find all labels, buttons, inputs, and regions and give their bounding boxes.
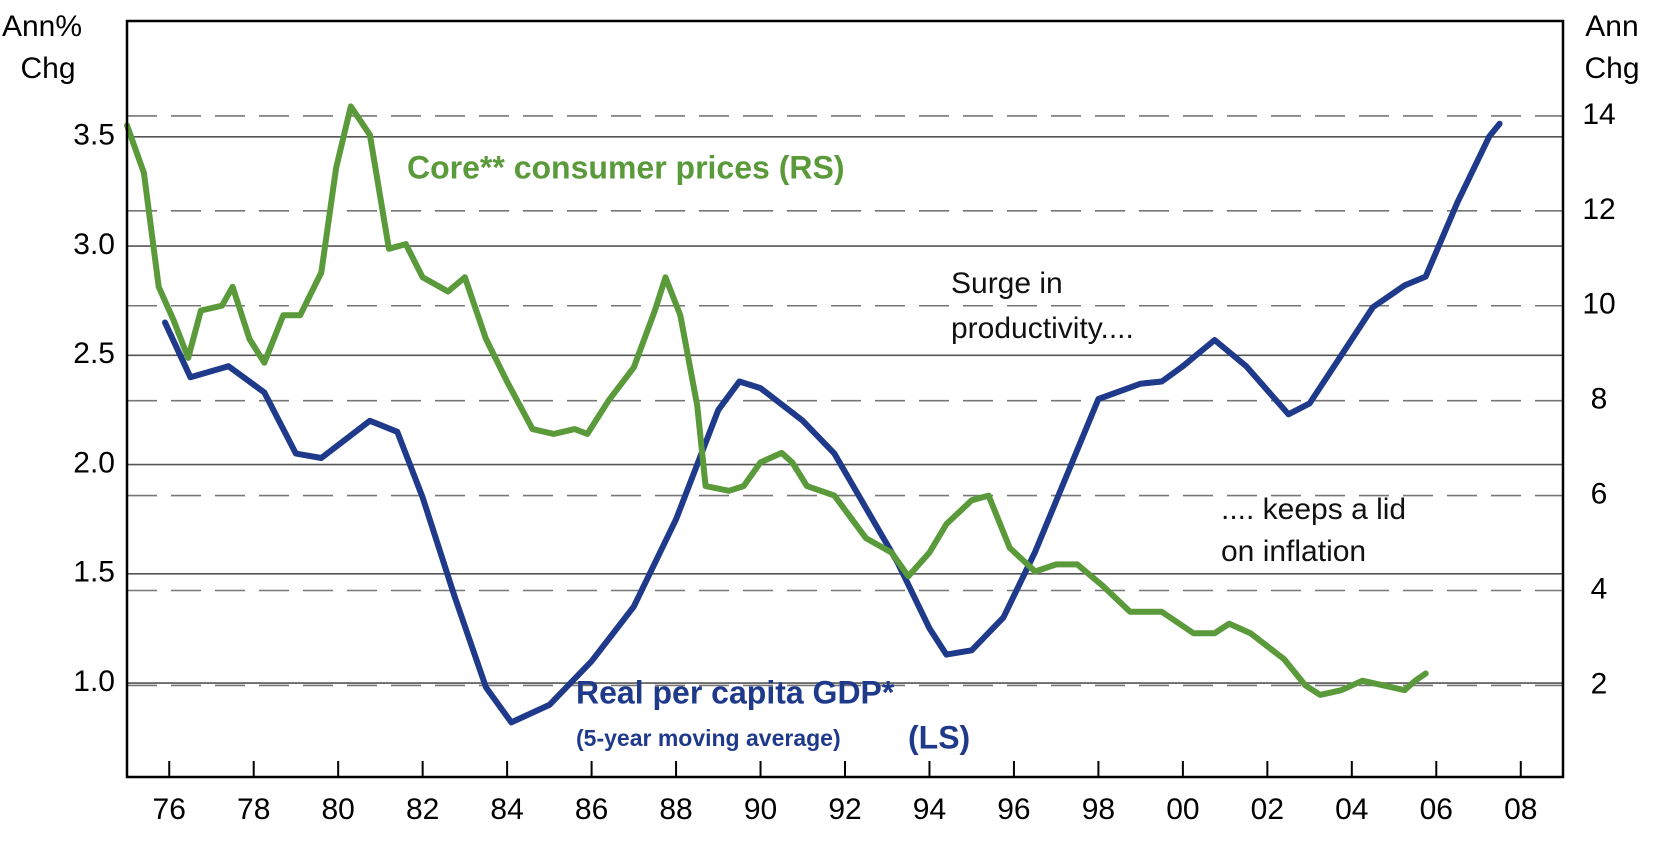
x-tick-label: 88	[659, 793, 692, 826]
x-tick-label: 96	[997, 793, 1030, 826]
x-tick-label: 06	[1420, 793, 1453, 826]
annotation: Surge in	[951, 267, 1063, 300]
y2-axis-label: Ann	[1585, 10, 1638, 43]
y-axis-label: Ann%	[2, 10, 82, 43]
x-tick-label: 90	[744, 793, 777, 826]
x-tick-label: 04	[1335, 793, 1368, 826]
annotation: Real per capita GDP*	[576, 674, 895, 710]
x-tick-label: 94	[913, 793, 946, 826]
y-tick-label: 2.5	[73, 337, 115, 370]
y2-tick-label: 10	[1582, 288, 1615, 321]
x-tick-label: 78	[237, 793, 270, 826]
annotation: productivity....	[951, 312, 1134, 345]
x-tick-label: 02	[1251, 793, 1284, 826]
y-tick-label: 1.0	[73, 665, 115, 698]
x-tick-label: 98	[1082, 793, 1115, 826]
y-tick-label: 3.0	[73, 228, 115, 261]
x-tick-label: 76	[153, 793, 186, 826]
y2-tick-label: 8	[1591, 383, 1608, 416]
annotation: Core** consumer prices (RS)	[407, 149, 844, 185]
y2-tick-label: 14	[1582, 98, 1615, 131]
y2-tick-label: 4	[1591, 572, 1608, 605]
y2-tick-label: 12	[1582, 193, 1615, 226]
y2-tick-label: 2	[1591, 667, 1608, 700]
x-tick-label: 84	[490, 793, 523, 826]
y2-axis-label: Chg	[1584, 52, 1639, 85]
annotation: .... keeps a lid	[1221, 493, 1406, 526]
x-tick-label: 86	[575, 793, 608, 826]
annotation: (LS)	[908, 719, 970, 755]
y-tick-label: 3.5	[73, 119, 115, 152]
annotation: (5-year moving average)	[576, 725, 841, 751]
y-tick-label: 1.5	[73, 556, 115, 589]
y-axis-label: Chg	[20, 52, 75, 85]
annotation: on inflation	[1221, 535, 1366, 568]
x-tick-label: 82	[406, 793, 439, 826]
y-tick-label: 2.0	[73, 446, 115, 479]
x-tick-label: 08	[1504, 793, 1537, 826]
line-series	[124, 103, 1429, 698]
x-tick-label: 80	[321, 793, 354, 826]
line-series	[162, 120, 1503, 726]
x-tick-label: 92	[828, 793, 861, 826]
y2-tick-label: 6	[1591, 477, 1608, 510]
x-tick-label: 00	[1166, 793, 1199, 826]
plot-frame	[125, 19, 1565, 779]
